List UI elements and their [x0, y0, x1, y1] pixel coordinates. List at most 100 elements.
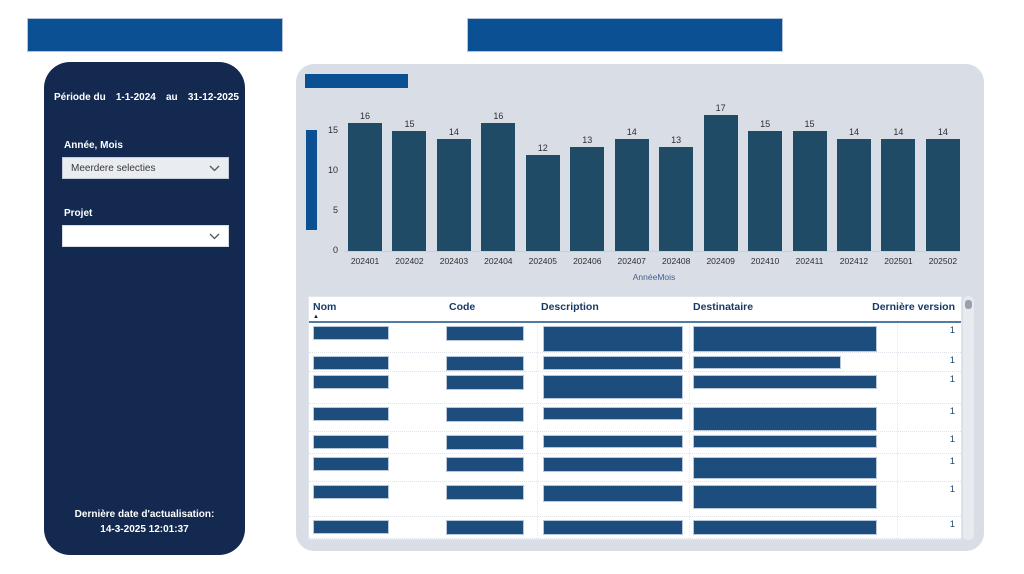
column-separator [897, 372, 898, 403]
redacted-code-cell [446, 356, 524, 371]
redacted-nom-cell [313, 520, 389, 534]
bar-value-label: 17 [715, 103, 726, 113]
table-row[interactable]: 1 [309, 517, 961, 539]
report-panel: 0 5 10 15 16 15 14 16 12 13 14 13 17 15 15 14 14 14 2024… [296, 64, 984, 551]
column-separator [689, 323, 690, 352]
y-axis-tick-label: 0 [332, 245, 338, 255]
redacted-description-cell [543, 326, 683, 352]
column-separator [537, 482, 538, 516]
redacted-code-cell [446, 326, 524, 341]
column-separator [689, 372, 690, 403]
filter-sidebar: Période du 1-1-2024 au 31-12-2025 Année,… [44, 62, 245, 555]
bar-value-label: 13 [582, 135, 593, 145]
redacted-code-cell [446, 457, 524, 472]
derniere-version-value: 1 [949, 406, 955, 417]
period-to-label: au [166, 92, 178, 103]
column-separator [537, 432, 538, 453]
bar-value-label: 15 [404, 119, 415, 129]
redacted-report-title-block [27, 18, 283, 52]
column-separator [897, 353, 898, 371]
column-header-description[interactable]: Description [541, 301, 599, 313]
column-separator [689, 432, 690, 453]
sort-ascending-icon: ▲ [313, 314, 319, 320]
bar-value-label: 16 [359, 111, 370, 121]
table-row[interactable]: 1 [309, 404, 961, 432]
redacted-nom-cell [313, 356, 389, 370]
bar-202410[interactable] [748, 131, 783, 251]
y-axis-tick-label: 15 [327, 125, 338, 135]
projet-dropdown[interactable] [62, 225, 229, 247]
x-axis-title: AnnéeMois [632, 272, 676, 282]
x-axis-tick-label: 202401 [350, 256, 380, 266]
redacted-code-cell [446, 435, 524, 450]
bar-value-label: 14 [937, 127, 948, 137]
column-separator [537, 353, 538, 371]
chevron-down-icon [209, 233, 220, 239]
derniere-version-value: 1 [949, 456, 955, 467]
bar-202402[interactable] [392, 131, 427, 251]
bar-202403[interactable] [436, 139, 471, 251]
documents-table: Nom ▲ Code Description Destinataire Dernière … [308, 296, 962, 540]
redacted-description-cell [543, 520, 683, 535]
redacted-code-cell [446, 407, 524, 422]
bar-value-label: 13 [671, 135, 682, 145]
table-row[interactable]: 1 [309, 482, 961, 517]
bar-202501[interactable] [881, 139, 916, 251]
x-axis-tick-label: 202403 [439, 256, 469, 266]
period-end-date: 31-12-2025 [187, 92, 239, 103]
table-row[interactable]: 1 [309, 432, 961, 454]
period-start-date: 1-1-2024 [115, 92, 156, 103]
column-separator [897, 323, 898, 352]
redacted-description-cell [543, 485, 683, 502]
y-axis-tick-label: 5 [332, 205, 338, 215]
column-header-nom[interactable]: Nom [313, 301, 337, 313]
bar-202406[interactable] [570, 147, 605, 251]
column-separator [537, 372, 538, 403]
table-body: 1 1 1 1 1 1 1 1 [309, 323, 961, 539]
redacted-nom-cell [313, 326, 389, 340]
column-separator [537, 323, 538, 352]
redacted-code-cell [446, 375, 524, 390]
bar-value-label: 14 [848, 127, 859, 137]
redacted-description-cell [543, 457, 683, 472]
x-axis-tick-label: 202409 [706, 256, 735, 266]
table-row[interactable]: 1 [309, 323, 961, 353]
column-separator [897, 454, 898, 481]
redacted-nom-cell [313, 435, 389, 449]
bar-202409[interactable] [703, 115, 738, 251]
table-row[interactable]: 1 [309, 353, 961, 372]
derniere-version-value: 1 [949, 434, 955, 445]
column-header-destinataire[interactable]: Destinataire [693, 301, 754, 313]
derniere-version-value: 1 [949, 325, 955, 336]
bar-202412[interactable] [836, 139, 871, 251]
bar-202408[interactable] [659, 147, 694, 251]
bar-202404[interactable] [481, 123, 516, 251]
x-axis-tick-label: 202501 [884, 256, 913, 266]
last-refresh-label: Dernière date d'actualisation: [74, 509, 215, 520]
column-separator [897, 482, 898, 516]
bar-value-label: 16 [493, 111, 504, 121]
table-scrollbar-track[interactable] [963, 296, 974, 540]
table-row[interactable]: 1 [309, 454, 961, 482]
redacted-description-cell [543, 375, 683, 399]
bar-202502[interactable] [925, 139, 960, 251]
column-separator [689, 404, 690, 431]
table-row[interactable]: 1 [309, 372, 961, 404]
bar-202411[interactable] [792, 131, 827, 251]
column-header-derni-re-version[interactable]: Dernière version [872, 301, 955, 313]
bar-202401[interactable] [348, 123, 382, 251]
column-header-code[interactable]: Code [449, 301, 476, 313]
bar-202405[interactable] [525, 155, 560, 251]
annee-mois-dropdown[interactable]: Meerdere selecties [62, 157, 229, 179]
column-separator [897, 404, 898, 431]
redacted-nom-cell [313, 375, 389, 389]
bar-202407[interactable] [614, 139, 649, 251]
x-axis-tick-label: 202404 [484, 256, 513, 266]
bar-value-label: 14 [893, 127, 904, 137]
redacted-destinataire-cell [693, 407, 877, 431]
redacted-y-axis-title-block [306, 130, 317, 230]
table-scrollbar-thumb[interactable] [965, 300, 972, 309]
x-axis-tick-label: 202410 [750, 256, 780, 266]
redacted-code-cell [446, 485, 524, 500]
